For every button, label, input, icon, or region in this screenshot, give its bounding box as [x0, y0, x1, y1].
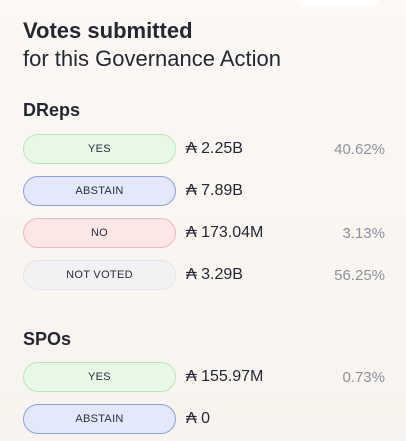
spo-abstain-badge: ABSTAIN [23, 404, 176, 434]
votes-title: Votes submitted [23, 18, 193, 43]
drep-yes-badge: YES [23, 134, 176, 164]
top-tab-decoration [298, 0, 378, 6]
drep-no-badge: NO [23, 218, 176, 248]
spo-yes-badge: YES [23, 362, 176, 392]
drep-abstain-row: ABSTAIN ₳ 7.89B [23, 176, 393, 206]
drep-yes-row: YES ₳ 2.25B 40.62% [23, 134, 393, 164]
spo-yes-row: YES ₳ 155.97M 0.73% [23, 362, 393, 392]
drep-no-amount: ₳ 173.04M [186, 224, 264, 241]
drep-not-voted-row: NOT VOTED ₳ 3.29B 56.25% [23, 260, 393, 290]
drep-yes-percent: 40.62% [334, 140, 385, 158]
spo-yes-percent: 0.73% [342, 368, 385, 386]
drep-abstain-amount: ₳ 7.89B [186, 182, 243, 199]
spos-section-title: SPOs [23, 329, 72, 349]
spo-yes-amount: ₳ 155.97M [186, 368, 264, 385]
drep-yes-amount: ₳ 2.25B [186, 140, 243, 157]
dreps-section-title: DReps [23, 100, 81, 120]
drep-no-row: NO ₳ 173.04M 3.13% [23, 218, 393, 248]
spo-abstain-row: ABSTAIN ₳ 0 [23, 404, 393, 434]
drep-no-percent: 3.13% [342, 224, 385, 242]
spo-abstain-amount: ₳ 0 [186, 410, 211, 427]
drep-not-voted-badge: NOT VOTED [23, 260, 176, 290]
drep-not-voted-percent: 56.25% [334, 266, 385, 284]
drep-abstain-badge: ABSTAIN [23, 176, 176, 206]
votes-subtitle: for this Governance Action [23, 46, 282, 71]
drep-not-voted-amount: ₳ 3.29B [186, 266, 243, 283]
